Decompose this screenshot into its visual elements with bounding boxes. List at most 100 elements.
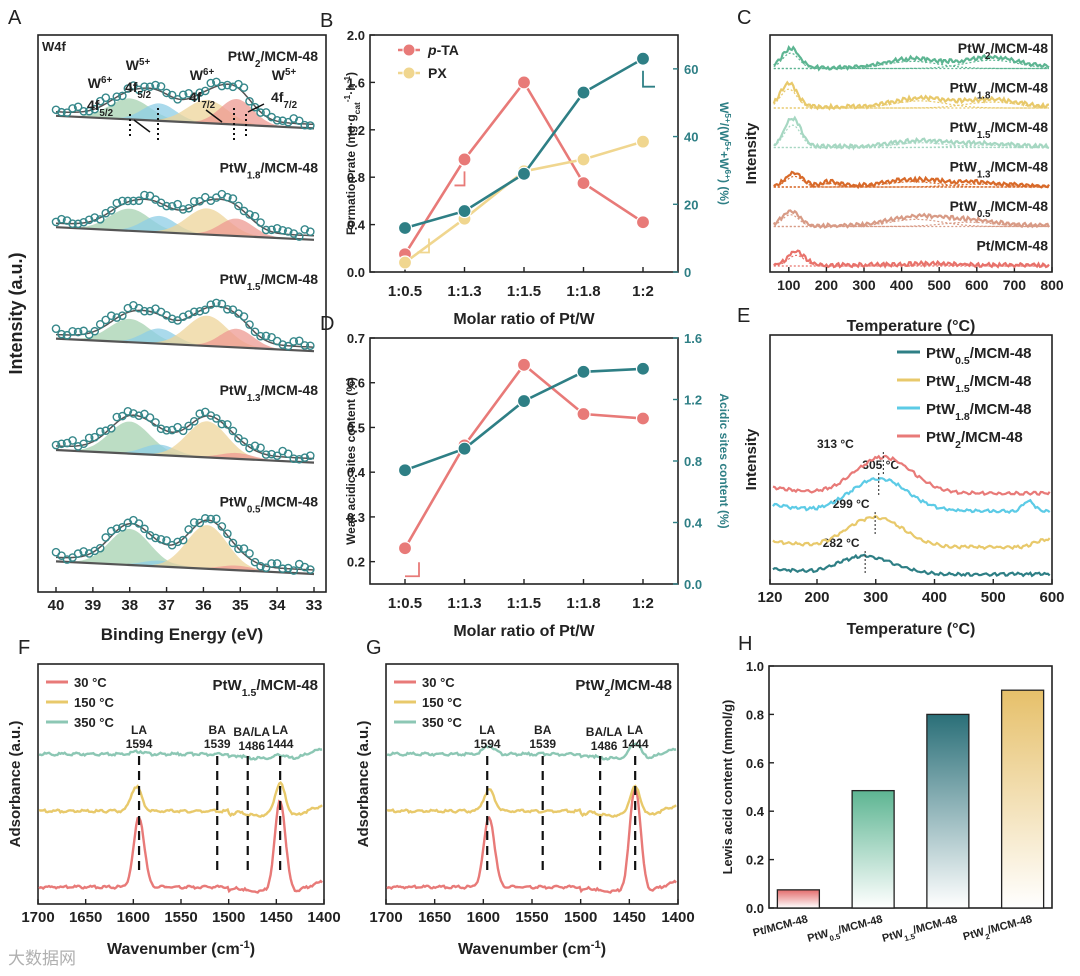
xps-data-point [90,432,99,442]
text-span: Pt [976,238,990,254]
peak-annotation-species: W5+ [272,67,297,84]
x-tick-label: 400 [922,589,947,606]
text-span: -TA [437,42,459,58]
panel-e-nh3-tpd: E 120 200 300 400 500 600 Temperature (°C) Inten… [737,305,1065,638]
xps-data-point [134,519,144,528]
y-tick-label: 0.4 [347,465,366,480]
text-span: 5+ [723,113,733,123]
lewis-acid-bar [776,889,821,909]
xps-data-point [129,81,138,90]
text-span: 2 [255,59,261,70]
text-span: 1.5 [955,383,970,395]
xps-data-point [51,324,61,333]
xps-baseline [55,114,315,130]
xps-data-point [200,305,210,315]
curve-label: Pt/MCM-48 [976,238,1048,254]
xps-data-point [151,533,160,543]
y2-tick-label: 0.0 [684,577,702,592]
text-span: PtW [950,159,978,175]
xps-data-point [162,88,171,98]
series-point [457,152,472,167]
text-span: /MCM-48 [990,198,1048,214]
xps-data-point [101,315,111,325]
text-span: /MCM-48 [970,401,1032,418]
xps-data-point [140,190,149,200]
xps-data-point [68,326,77,336]
xps-data-point [90,104,99,114]
legend-label: PtW0.5/MCM-48 [926,345,1031,367]
text-span: 7/2 [283,100,297,111]
text-span: /MCM-48 [990,40,1048,56]
x-tick-label: 1600 [467,909,500,926]
xps-data-point [228,426,238,436]
y-axis-title: Adsorbance (a.u.) [7,721,24,848]
peak-annotation-species: W6+ [88,75,113,92]
tpd-curve [773,249,1050,269]
panel-label: D [320,313,334,335]
legend-label: 350 °C [422,715,463,730]
band-wavenumber: 1539 [529,737,556,751]
y-axis-title: Intensity [743,428,760,490]
x-tick-label: 1650 [69,909,102,926]
x-tick-label: 1:0.5 [388,595,422,612]
text-span: p [427,42,437,58]
xps-data-point [294,454,304,464]
series-point [635,51,651,66]
xps-data-point [278,340,287,349]
x-tick-label: 1500 [212,909,245,926]
xps-data-point [140,524,149,534]
x-axis-title: Temperature (°C) [847,318,976,335]
text-span: /MCM-48 [987,913,1034,936]
xps-data-point [73,549,83,558]
xps-data-point [206,300,216,309]
y2-tick-label: 0 [684,265,691,280]
band-assignment: BA [534,723,552,737]
xps-data-point [234,544,243,554]
series-point [397,255,413,270]
xps-data-point [239,312,249,321]
band-assignment: BA [209,723,227,737]
xps-component-w6_72 [56,421,314,463]
xps-fit-envelope [55,83,315,126]
text-span: 4f [87,97,100,113]
curve-label: PtW1.5/MCM-48 [950,119,1049,141]
xps-data-point [212,298,221,308]
axis-arrow-left [405,562,420,578]
xps-component-w5_72 [56,328,314,352]
xps-data-point [167,90,177,100]
series-point [576,85,591,100]
y-tick-label: 0.7 [347,331,365,346]
y-tick-label: 2.0 [347,28,365,43]
xps-data-point [84,215,94,225]
x-tick-label: 1550 [164,909,197,926]
xps-data-point [167,314,177,324]
xps-data-point [306,227,315,236]
xps-data-point [250,557,260,567]
xps-data-point [112,198,122,208]
series-point [635,134,651,149]
text-span: Pt [752,925,766,940]
x-tick-label: PtW2/MCM-48 [962,913,1035,946]
text-span: 0.5 [955,355,970,367]
xps-data-point [106,206,116,215]
band-assignment: LA [479,723,495,737]
xps-data-point [112,412,122,422]
series-point [516,393,532,409]
text-span: 2 [985,51,991,62]
text-span: Wavenumber (cm [107,941,240,958]
xps-data-point [278,225,287,235]
text-span: PtW [213,677,243,694]
text-span: W [190,67,204,83]
lewis-acid-bar [926,713,970,909]
y-tick-label: 0.8 [347,170,365,185]
legend-label: 150 °C [74,695,115,710]
x-tick-label: 1550 [515,909,548,926]
nh3-curve [772,454,1051,496]
xps-data-point [300,120,310,130]
text-span: cat [352,102,362,114]
y-tick-label: 1.6 [347,75,365,90]
ir-spectrum-350 [386,742,677,761]
text-span: -1 [240,939,250,951]
text-span: PtW [926,373,956,390]
xps-data-point [140,306,149,316]
